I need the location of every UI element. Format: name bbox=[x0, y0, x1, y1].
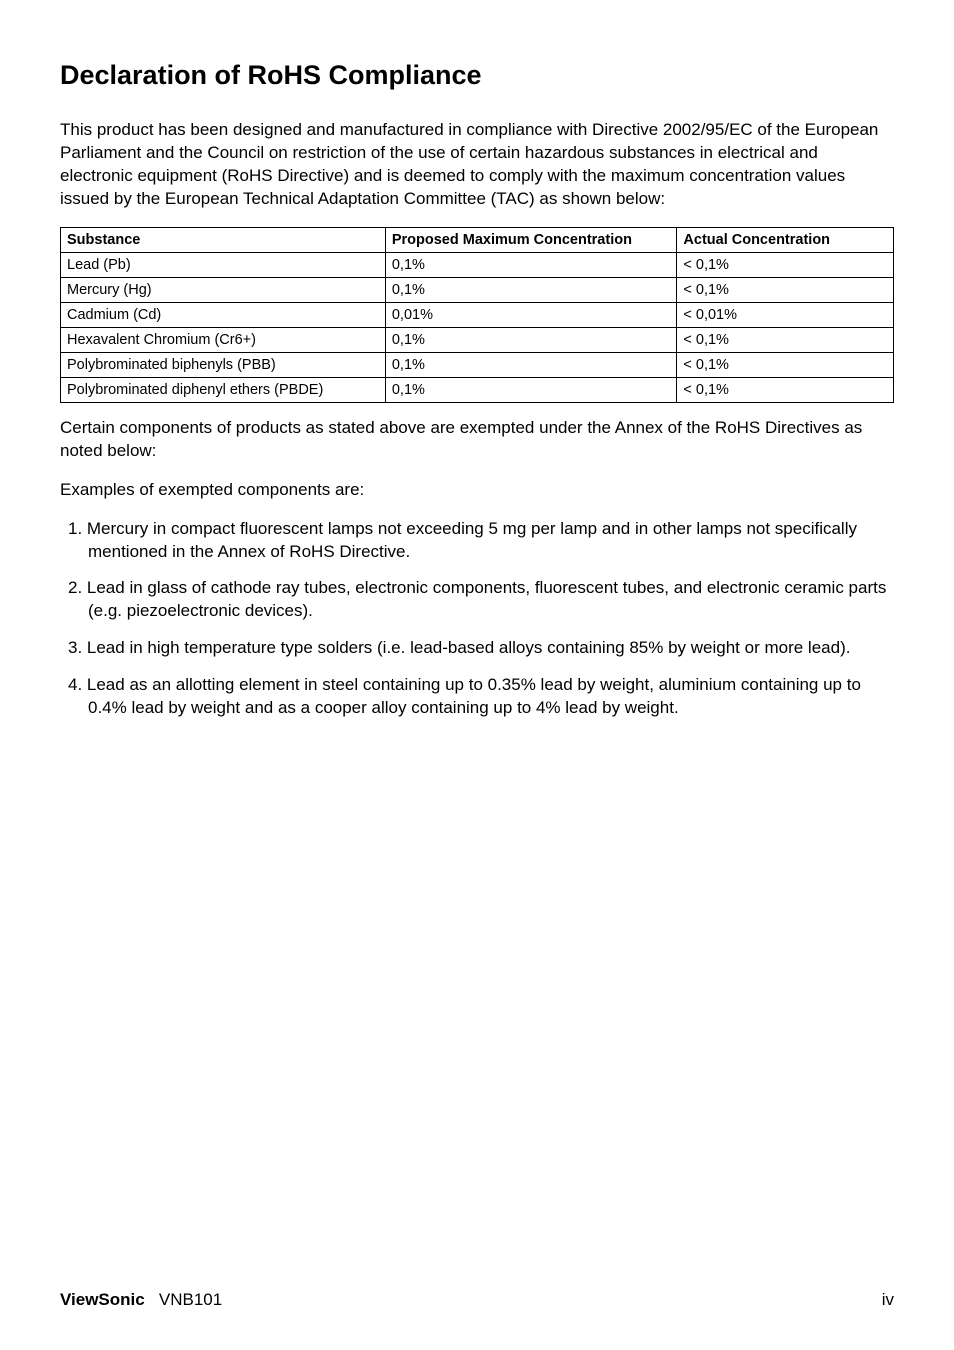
cell-substance: Lead (Pb) bbox=[61, 252, 386, 277]
footer-brand: ViewSonic bbox=[60, 1290, 145, 1309]
list-item: 2. Lead in glass of cathode ray tubes, e… bbox=[60, 577, 894, 623]
cell-proposed: 0,1% bbox=[385, 277, 677, 302]
table-row: Polybrominated diphenyl ethers (PBDE) 0,… bbox=[61, 377, 894, 402]
cell-actual: < 0,1% bbox=[677, 377, 894, 402]
table-header-row: Substance Proposed Maximum Concentration… bbox=[61, 227, 894, 252]
cell-substance: Polybrominated biphenyls (PBB) bbox=[61, 352, 386, 377]
list-item: 1. Mercury in compact fluorescent lamps … bbox=[60, 518, 894, 564]
cell-proposed: 0,1% bbox=[385, 377, 677, 402]
list-item: 4. Lead as an allotting element in steel… bbox=[60, 674, 894, 720]
header-substance: Substance bbox=[61, 227, 386, 252]
cell-proposed: 0,1% bbox=[385, 352, 677, 377]
page-title: Declaration of RoHS Compliance bbox=[60, 60, 894, 91]
intro-paragraph: This product has been designed and manuf… bbox=[60, 119, 894, 211]
cell-proposed: 0,01% bbox=[385, 302, 677, 327]
cell-substance: Hexavalent Chromium (Cr6+) bbox=[61, 327, 386, 352]
table-row: Lead (Pb) 0,1% < 0,1% bbox=[61, 252, 894, 277]
table-row: Hexavalent Chromium (Cr6+) 0,1% < 0,1% bbox=[61, 327, 894, 352]
cell-proposed: 0,1% bbox=[385, 252, 677, 277]
cell-substance: Cadmium (Cd) bbox=[61, 302, 386, 327]
header-proposed: Proposed Maximum Concentration bbox=[385, 227, 677, 252]
table-row: Mercury (Hg) 0,1% < 0,1% bbox=[61, 277, 894, 302]
cell-actual: < 0,01% bbox=[677, 302, 894, 327]
table-row: Polybrominated biphenyls (PBB) 0,1% < 0,… bbox=[61, 352, 894, 377]
cell-actual: < 0,1% bbox=[677, 277, 894, 302]
header-actual: Actual Concentration bbox=[677, 227, 894, 252]
cell-substance: Polybrominated diphenyl ethers (PBDE) bbox=[61, 377, 386, 402]
cell-actual: < 0,1% bbox=[677, 352, 894, 377]
cell-substance: Mercury (Hg) bbox=[61, 277, 386, 302]
list-item: 3. Lead in high temperature type solders… bbox=[60, 637, 894, 660]
exempt-paragraph: Certain components of products as stated… bbox=[60, 417, 894, 463]
footer-page-number: iv bbox=[882, 1290, 894, 1310]
cell-proposed: 0,1% bbox=[385, 327, 677, 352]
footer-model: VNB101 bbox=[159, 1290, 222, 1309]
examples-paragraph: Examples of exempted components are: bbox=[60, 479, 894, 502]
cell-actual: < 0,1% bbox=[677, 327, 894, 352]
cell-actual: < 0,1% bbox=[677, 252, 894, 277]
table-row: Cadmium (Cd) 0,01% < 0,01% bbox=[61, 302, 894, 327]
substance-table: Substance Proposed Maximum Concentration… bbox=[60, 227, 894, 403]
page-footer: ViewSonic VNB101 iv bbox=[60, 1290, 894, 1310]
footer-left: ViewSonic VNB101 bbox=[60, 1290, 222, 1310]
